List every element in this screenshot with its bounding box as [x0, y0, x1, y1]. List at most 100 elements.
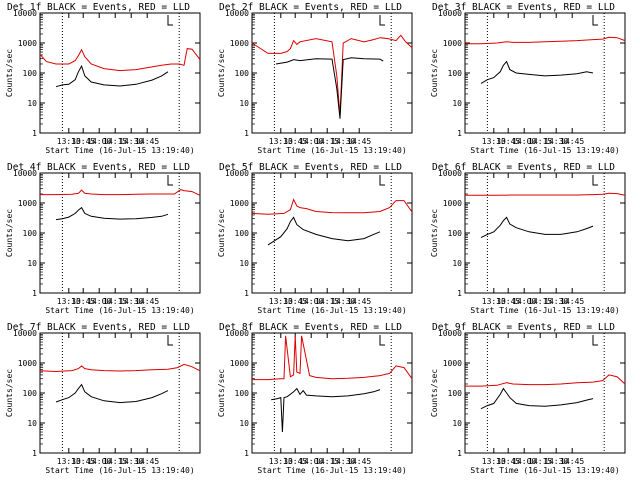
y-tick-label: 10000: [438, 169, 462, 178]
chart-title: Det 9f BLACK = Events, RED = LLD: [432, 322, 615, 333]
x-axis-label: Start Time (16-Jul-15 13:19:40): [45, 306, 194, 315]
x-tick-label: 14:15: [528, 297, 552, 306]
interval-marker: [592, 335, 598, 346]
x-tick-label: 13:30: [269, 457, 293, 466]
x-axis-label: Start Time (16-Jul-15 13:19:40): [45, 146, 194, 155]
x-tick-label: 14:15: [315, 137, 339, 146]
y-tick-label: 10: [452, 259, 462, 268]
x-tick-label: 13:45: [496, 457, 520, 466]
y-tick-label: 100: [448, 389, 463, 398]
interval-marker: [167, 15, 173, 26]
x-tick-label: 13:45: [283, 297, 307, 306]
x-tick-label: 14:00: [512, 137, 536, 146]
lld-series: [252, 335, 413, 381]
x-tick-label: 14:30: [544, 297, 568, 306]
x-axis-label: Start Time (16-Jul-15 13:19:40): [470, 306, 619, 315]
chart-title: Det 2f BLACK = Events, RED = LLD: [219, 2, 402, 13]
interval-marker: [167, 175, 173, 186]
x-tick-label: 14:15: [103, 137, 127, 146]
y-tick-label: 100: [448, 229, 463, 238]
x-tick-label: 13:30: [482, 297, 506, 306]
y-tick-label: 10000: [438, 329, 462, 338]
x-tick-label: 14:45: [560, 137, 584, 146]
x-tick-label: 14:00: [299, 137, 323, 146]
y-tick-label: 10000: [13, 9, 37, 18]
y-tick-label: 1000: [443, 199, 462, 208]
y-tick-label: 1: [244, 449, 249, 458]
y-tick-label: 100: [23, 69, 38, 78]
y-axis-label: Counts/sec: [217, 369, 226, 417]
y-tick-label: 100: [235, 69, 250, 78]
x-tick-label: 14:00: [512, 297, 536, 306]
x-tick-label: 14:45: [347, 137, 371, 146]
interval-marker: [592, 15, 598, 26]
chart-title: Det 1f BLACK = Events, RED = LLD: [7, 2, 190, 13]
y-tick-label: 1: [32, 449, 37, 458]
interval-marker: [167, 335, 173, 346]
y-tick-label: 1000: [230, 199, 249, 208]
x-tick-label: 13:30: [57, 137, 81, 146]
lld-series: [40, 189, 201, 196]
x-tick-label: 13:45: [283, 457, 307, 466]
x-axis-label: Start Time (16-Jul-15 13:19:40): [257, 306, 406, 315]
plot-frame: [464, 172, 626, 294]
lld-series: [251, 198, 413, 215]
y-tick-label: 1: [244, 289, 249, 298]
x-tick-label: 14:15: [528, 457, 552, 466]
plot-frame: [251, 332, 413, 454]
y-axis-label: Counts/sec: [217, 209, 226, 257]
x-tick-label: 14:45: [347, 297, 371, 306]
x-tick-label: 14:00: [512, 457, 536, 466]
y-tick-label: 10: [239, 419, 249, 428]
y-tick-label: 100: [235, 229, 250, 238]
y-tick-label: 10: [239, 99, 249, 108]
chart-panel-9: Det 9f BLACK = Events, RED = LLD 1 10 100 10…: [430, 322, 626, 475]
x-axis-label: Start Time (16-Jul-15 13:19:40): [470, 146, 619, 155]
y-axis-label: Counts/sec: [430, 369, 439, 417]
lld-series: [465, 192, 626, 196]
y-tick-label: 100: [448, 69, 463, 78]
lld-series: [465, 374, 626, 387]
x-tick-label: 14:30: [119, 457, 143, 466]
chart-panel-6: Det 6f BLACK = Events, RED = LLD 1 10 100 10…: [430, 162, 626, 315]
y-axis-label: Counts/sec: [5, 49, 14, 97]
x-tick-label: 13:45: [71, 457, 95, 466]
x-tick-label: 14:15: [315, 297, 339, 306]
chart-title: Det 7f BLACK = Events, RED = LLD: [7, 322, 190, 333]
y-tick-label: 1000: [443, 39, 462, 48]
y-tick-label: 100: [235, 389, 250, 398]
x-tick-label: 14:00: [299, 457, 323, 466]
chart-panel-7: Det 7f BLACK = Events, RED = LLD 1 10 100 10…: [5, 322, 201, 475]
y-tick-label: 10: [27, 259, 37, 268]
x-tick-label: 14:30: [331, 297, 355, 306]
chart-title: Det 5f BLACK = Events, RED = LLD: [219, 162, 402, 173]
x-tick-label: 13:45: [71, 297, 95, 306]
y-tick-label: 10: [27, 419, 37, 428]
events-series: [55, 383, 169, 404]
interval-marker: [592, 175, 598, 186]
chart-panel-8: Det 8f BLACK = Events, RED = LLD 1 10 100 10…: [217, 322, 413, 475]
y-tick-label: 1: [457, 449, 462, 458]
x-tick-label: 13:30: [482, 137, 506, 146]
chart-title: Det 8f BLACK = Events, RED = LLD: [219, 322, 402, 333]
lld-series: [251, 34, 413, 115]
x-tick-label: 14:00: [87, 297, 111, 306]
interval-marker: [379, 335, 385, 346]
y-tick-label: 1: [32, 129, 37, 138]
interval-marker: [379, 175, 385, 186]
x-tick-label: 14:30: [331, 137, 355, 146]
y-tick-label: 1: [457, 289, 462, 298]
y-axis-label: Counts/sec: [5, 209, 14, 257]
events-series: [480, 60, 594, 84]
x-tick-label: 14:15: [315, 457, 339, 466]
x-tick-label: 14:00: [87, 457, 111, 466]
x-axis-label: Start Time (16-Jul-15 13:19:40): [45, 466, 194, 475]
x-tick-label: 14:30: [331, 457, 355, 466]
chart-title: Det 3f BLACK = Events, RED = LLD: [432, 2, 615, 13]
y-tick-label: 1: [244, 129, 249, 138]
x-tick-label: 13:30: [57, 457, 81, 466]
y-tick-label: 10000: [225, 329, 249, 338]
events-series: [55, 64, 169, 88]
y-tick-label: 1: [457, 129, 462, 138]
